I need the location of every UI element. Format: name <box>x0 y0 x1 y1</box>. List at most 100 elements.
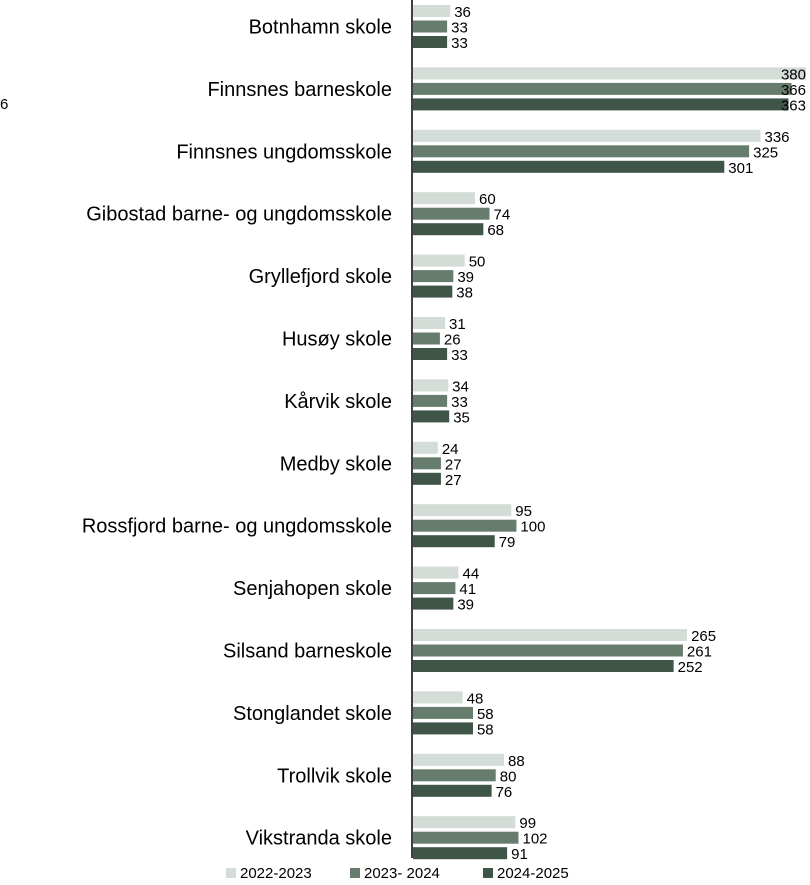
legend-swatch <box>483 868 493 878</box>
data-label: 27 <box>445 456 462 473</box>
data-label: 26 <box>444 332 461 349</box>
data-label: 58 <box>477 706 494 723</box>
category-label: Finnsnes ungdomsskole <box>176 141 392 163</box>
category-label: Stonglandet skole <box>233 703 392 725</box>
bar <box>413 317 446 329</box>
stray-label: 6 <box>0 96 9 113</box>
bar <box>413 145 750 158</box>
bar <box>413 129 761 142</box>
bar <box>413 753 505 766</box>
category-label: Medby skole <box>280 453 392 475</box>
bar <box>413 519 517 532</box>
bar <box>413 410 450 423</box>
data-label: 27 <box>445 472 462 489</box>
data-label: 34 <box>452 378 469 395</box>
data-label: 24 <box>442 441 459 458</box>
bar <box>413 504 512 517</box>
data-label: 261 <box>687 644 712 661</box>
legend-label: 2022-2023 <box>240 865 312 882</box>
category-label: Senjahopen skole <box>233 578 392 600</box>
bar <box>413 223 484 236</box>
data-label: 301 <box>728 160 753 177</box>
data-label: 76 <box>496 784 513 801</box>
category-label: Trollvik skole <box>277 765 392 787</box>
category-label: Rossfjord barne- og ungdomsskole <box>82 516 392 538</box>
data-label: 48 <box>467 690 484 707</box>
data-label: 380 <box>781 66 806 83</box>
data-label: 336 <box>764 129 789 146</box>
data-label: 36 <box>454 4 471 21</box>
data-label: 39 <box>457 269 474 286</box>
category-labels: Botnhamn skole Finnsnes barneskole Finnsne… <box>82 17 392 850</box>
bar <box>413 691 463 704</box>
bar <box>413 566 459 579</box>
bar <box>413 847 508 860</box>
data-label: 33 <box>451 347 468 364</box>
data-label: 91 <box>511 846 528 863</box>
data-label: 325 <box>753 144 778 161</box>
data-label: 366 <box>781 82 806 99</box>
data-label: 33 <box>451 394 468 411</box>
bar <box>413 535 495 548</box>
data-label: 39 <box>457 597 474 614</box>
category-label: Silsand barneskole <box>223 641 392 663</box>
data-label: 95 <box>515 503 532 520</box>
bar <box>413 36 448 48</box>
data-label: 33 <box>451 20 468 37</box>
data-label: 265 <box>691 628 716 645</box>
data-label: 31 <box>449 316 466 333</box>
bar <box>413 270 454 283</box>
legend: 2022-2023 2023- 2024 2024-2025 <box>226 865 569 882</box>
bar <box>413 441 438 454</box>
bar <box>413 784 492 797</box>
data-label: 252 <box>678 659 703 676</box>
bar <box>413 348 448 360</box>
legend-swatch <box>226 868 236 878</box>
data-label: 99 <box>519 815 536 832</box>
data-label: 88 <box>508 753 525 770</box>
bar <box>413 457 441 470</box>
bar <box>413 379 449 392</box>
bar <box>413 722 473 735</box>
bar <box>413 192 476 205</box>
bar <box>413 332 440 345</box>
bar <box>413 660 674 672</box>
legend-label: 2024-2025 <box>497 865 569 882</box>
bar <box>413 254 465 267</box>
bar <box>413 629 688 641</box>
bar <box>413 582 456 595</box>
category-label: Gryllefjord skole <box>249 266 392 288</box>
bar <box>413 98 789 111</box>
bar <box>413 394 448 407</box>
data-label: 35 <box>453 409 470 426</box>
bar <box>413 67 806 80</box>
category-label: Kårvik skole <box>284 391 392 413</box>
data-label: 44 <box>463 566 480 583</box>
data-label: 68 <box>487 222 504 239</box>
bar <box>413 644 683 657</box>
data-label: 58 <box>477 721 494 738</box>
bar <box>413 816 516 829</box>
data-label: 41 <box>459 581 476 598</box>
data-label: 100 <box>520 519 545 536</box>
bar <box>413 706 473 719</box>
category-label: Husøy skole <box>282 329 392 351</box>
data-label: 363 <box>781 97 806 114</box>
bar <box>413 597 454 610</box>
category-label: Botnhamn skole <box>249 17 392 39</box>
bar <box>413 831 519 844</box>
data-label: 38 <box>456 285 473 302</box>
data-label: 60 <box>479 191 496 208</box>
data-label: 50 <box>469 254 486 271</box>
data-label: 79 <box>499 534 516 551</box>
bar <box>413 82 792 95</box>
category-label: Gibostad barne- og ungdomsskole <box>86 204 392 226</box>
category-label: Finnsnes barneskole <box>207 79 392 101</box>
data-label: 102 <box>522 831 547 848</box>
bar <box>413 472 441 485</box>
bar <box>413 285 453 298</box>
bar <box>413 207 490 220</box>
legend-label: 2023- 2024 <box>364 865 440 882</box>
value-labels: 3633333803663633363253016074685039383126… <box>442 4 806 863</box>
